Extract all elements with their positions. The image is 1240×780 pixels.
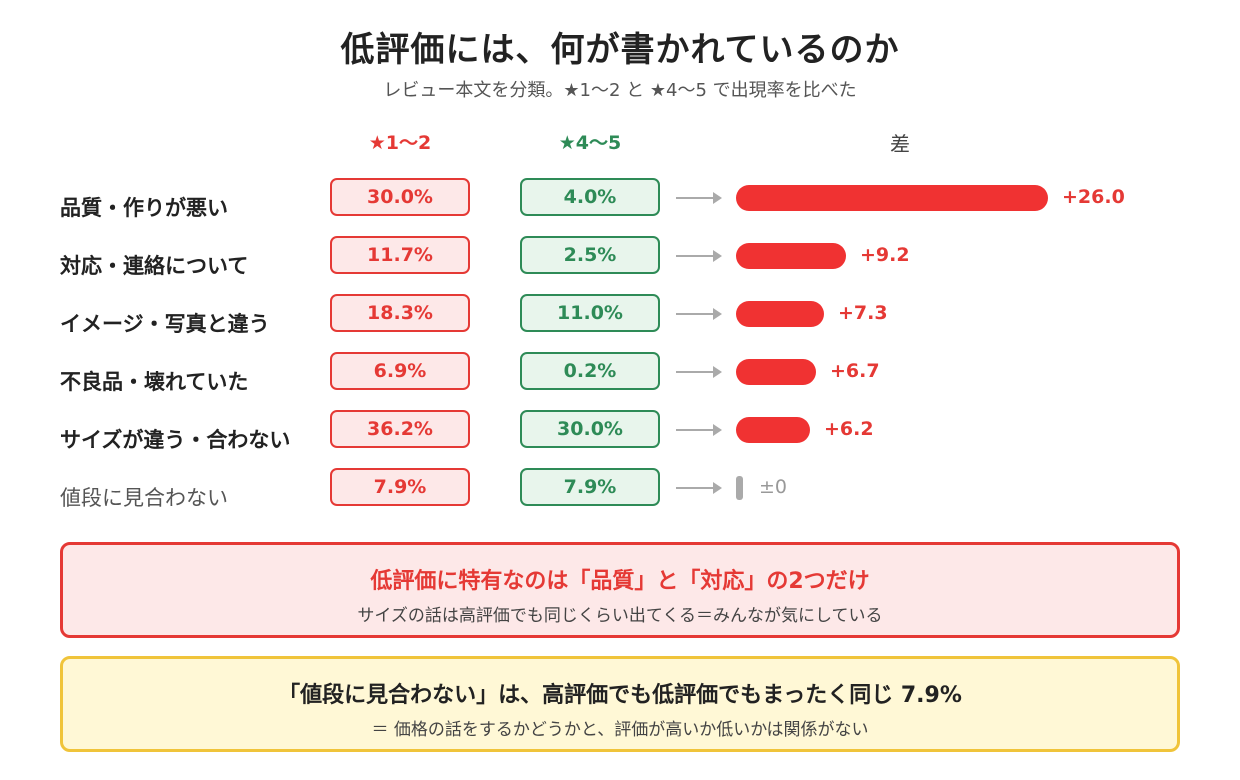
row-label: サイズが違う・合わない	[60, 428, 291, 452]
low-rating-value: 11.7%	[330, 236, 470, 274]
low-rating-value: 18.3%	[330, 294, 470, 332]
arrow-right-icon	[676, 308, 722, 320]
difference-value: +9.2	[860, 244, 910, 266]
column-header-difference: 差	[890, 132, 910, 156]
callout-headline: 低評価に特有なのは「品質」と「対応」の2つだけ	[370, 569, 870, 594]
chart-title: 低評価には、何が書かれているのか	[340, 30, 900, 70]
difference-value: +7.3	[838, 302, 888, 324]
chart-row: 不良品・壊れていた 6.9% 0.2% +6.7	[0, 352, 1240, 394]
callout-body: サイズの話は高評価でも同じくらい出てくる＝みんなが気にしている	[357, 606, 883, 626]
chart-row: イメージ・写真と違う 18.3% 11.0% +7.3	[0, 294, 1240, 336]
chart-row: 値段に見合わない 7.9% 7.9% ±0	[0, 468, 1240, 510]
difference-bar	[736, 185, 1048, 211]
difference-bar	[736, 301, 824, 327]
row-label: 不良品・壊れていた	[60, 370, 249, 394]
chart-subtitle: レビュー本文を分類。★1〜2 と ★4〜5 で出現率を比べた	[383, 80, 857, 101]
difference-bar	[736, 359, 816, 385]
arrow-right-icon	[676, 482, 722, 494]
callout-price: 「値段に見合わない」は、高評価でも低評価でもまったく同じ 7.9% ＝ 価格の話…	[60, 656, 1180, 752]
difference-value: +26.0	[1062, 186, 1125, 208]
callout-headline: 「値段に見合わない」は、高評価でも低評価でもまったく同じ 7.9%	[278, 683, 962, 708]
row-label: 値段に見合わない	[60, 486, 228, 510]
arrow-right-icon	[676, 366, 722, 378]
callout-quality-response: 低評価に特有なのは「品質」と「対応」の2つだけ サイズの話は高評価でも同じくらい…	[60, 542, 1180, 638]
arrow-right-icon	[676, 250, 722, 262]
row-label: 対応・連絡について	[60, 254, 249, 278]
difference-value: +6.2	[824, 418, 874, 440]
high-rating-value: 4.0%	[520, 178, 660, 216]
difference-bar	[736, 476, 743, 500]
high-rating-value: 7.9%	[520, 468, 660, 506]
chart-row: サイズが違う・合わない 36.2% 30.0% +6.2	[0, 410, 1240, 452]
low-rating-value: 7.9%	[330, 468, 470, 506]
low-rating-value: 30.0%	[330, 178, 470, 216]
low-rating-value: 6.9%	[330, 352, 470, 390]
arrow-right-icon	[676, 424, 722, 436]
column-header-high-rating: ★4〜5	[558, 132, 622, 154]
low-rating-value: 36.2%	[330, 410, 470, 448]
arrow-right-icon	[676, 192, 722, 204]
row-label: イメージ・写真と違う	[60, 312, 270, 336]
column-header-low-rating: ★1〜2	[368, 132, 432, 154]
difference-bar	[736, 243, 846, 269]
high-rating-value: 11.0%	[520, 294, 660, 332]
chart-row: 品質・作りが悪い 30.0% 4.0% +26.0	[0, 178, 1240, 220]
high-rating-value: 2.5%	[520, 236, 660, 274]
chart-row: 対応・連絡について 11.7% 2.5% +9.2	[0, 236, 1240, 278]
high-rating-value: 30.0%	[520, 410, 660, 448]
high-rating-value: 0.2%	[520, 352, 660, 390]
difference-bar	[736, 417, 810, 443]
row-label: 品質・作りが悪い	[60, 196, 228, 220]
difference-value: ±0	[759, 476, 788, 498]
difference-value: +6.7	[830, 360, 880, 382]
callout-body: ＝ 価格の話をするかどうかと、評価が高いか低いかは関係がない	[371, 720, 869, 740]
